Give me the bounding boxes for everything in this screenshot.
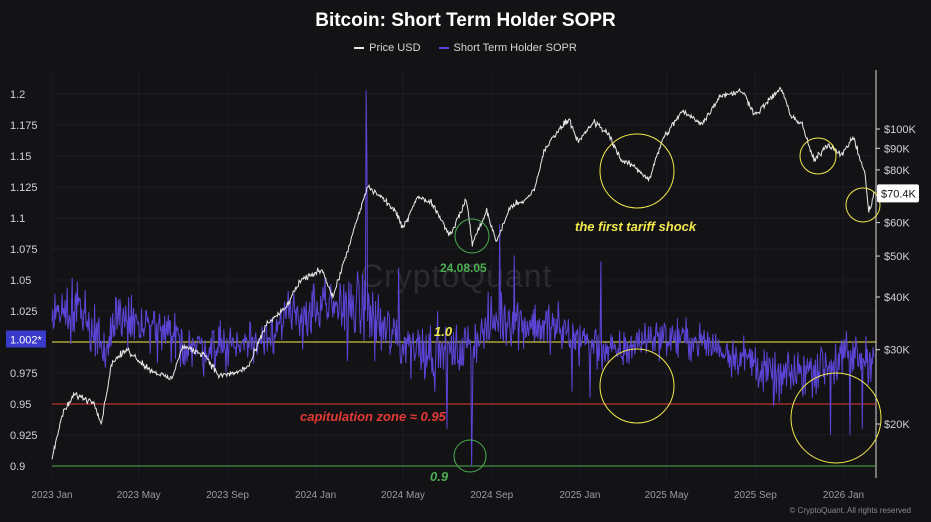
sopr-line: [51, 90, 875, 467]
left-tick-label: 1.175: [10, 120, 38, 132]
annotation-circle-tariff-sopr: [599, 348, 675, 424]
right-tick-label: $60K: [884, 218, 910, 230]
ref-label-1: 1.0: [434, 324, 453, 339]
annotation-circle-sopr-latest: [790, 372, 882, 464]
legend-label-sopr: Short Term Holder SOPR: [453, 42, 577, 54]
x-tick-label: 2025 Jan: [559, 490, 600, 501]
watermark: CryptoQuant: [360, 258, 553, 294]
legend: Price USD Short Term Holder SOPR: [0, 42, 931, 54]
left-tick-label: 0.925: [10, 430, 38, 442]
right-tick-label: $50K: [884, 251, 910, 263]
price-line: [51, 86, 875, 460]
x-tick-label: 2024 Jan: [295, 490, 336, 501]
left-tick-label: 1.05: [10, 275, 31, 287]
left-current-label: 1.002*: [10, 335, 43, 347]
right-tick-label: $40K: [884, 292, 910, 304]
capitulation-label: capitulation zone ≈ 0.95: [300, 409, 447, 424]
annotation-circle-price-nov: [799, 137, 837, 175]
left-tick-label: 0.95: [10, 399, 31, 411]
legend-item-sopr[interactable]: Short Term Holder SOPR: [438, 42, 577, 54]
legend-label-price: Price USD: [369, 42, 421, 54]
legend-item-price[interactable]: Price USD: [354, 42, 421, 54]
x-tick-label: 2024 May: [381, 490, 425, 501]
left-tick-label: 1.15: [10, 151, 31, 163]
left-tick-label: 1.025: [10, 306, 38, 318]
x-tick-label: 2025 Sep: [734, 490, 777, 501]
x-tick-label: 2025 May: [645, 490, 689, 501]
left-tick-label: 1.2: [10, 89, 25, 101]
credit: © CryptoQuant. All rights reserved: [789, 506, 912, 515]
ref-label-09: 0.9: [430, 469, 449, 484]
right-current-badge: [877, 184, 919, 203]
legend-swatch-price: [354, 47, 365, 49]
right-tick-label: $30K: [884, 345, 910, 357]
chart-title: Bitcoin: Short Term Holder SOPR: [315, 10, 616, 31]
x-tick-label: 2023 Jan: [31, 490, 72, 501]
annotation-circle-price-latest: [845, 187, 881, 223]
annotation-circle-price-low: [454, 218, 490, 254]
annotation-tariff-label: the first tariff shock: [575, 219, 697, 234]
x-tick-label: 2023 May: [117, 490, 161, 501]
right-tick-label: $100K: [884, 124, 916, 136]
left-tick-label: 1.075: [10, 244, 38, 256]
right-tick-label: $90K: [884, 143, 910, 155]
left-tick-label: 1.1: [10, 213, 25, 225]
right-current-label: $70.4K: [881, 188, 917, 200]
annotation-circle-sopr-low: [453, 439, 487, 473]
left-current-badge: [6, 330, 46, 348]
left-tick-label: 0.975: [10, 368, 38, 380]
left-tick-label: 1.125: [10, 182, 38, 194]
annotation-date-label: 24.08.05: [440, 261, 487, 275]
annotation-circle-tariff-price: [599, 133, 675, 209]
right-tick-label: $80K: [884, 165, 910, 177]
x-tick-label: 2023 Sep: [206, 490, 249, 501]
x-tick-label: 2026 Jan: [823, 490, 864, 501]
right-tick-label: $20K: [884, 419, 910, 431]
legend-swatch-sopr: [438, 47, 449, 49]
left-tick-label: 0.9: [10, 461, 25, 473]
x-tick-label: 2024 Sep: [470, 490, 513, 501]
